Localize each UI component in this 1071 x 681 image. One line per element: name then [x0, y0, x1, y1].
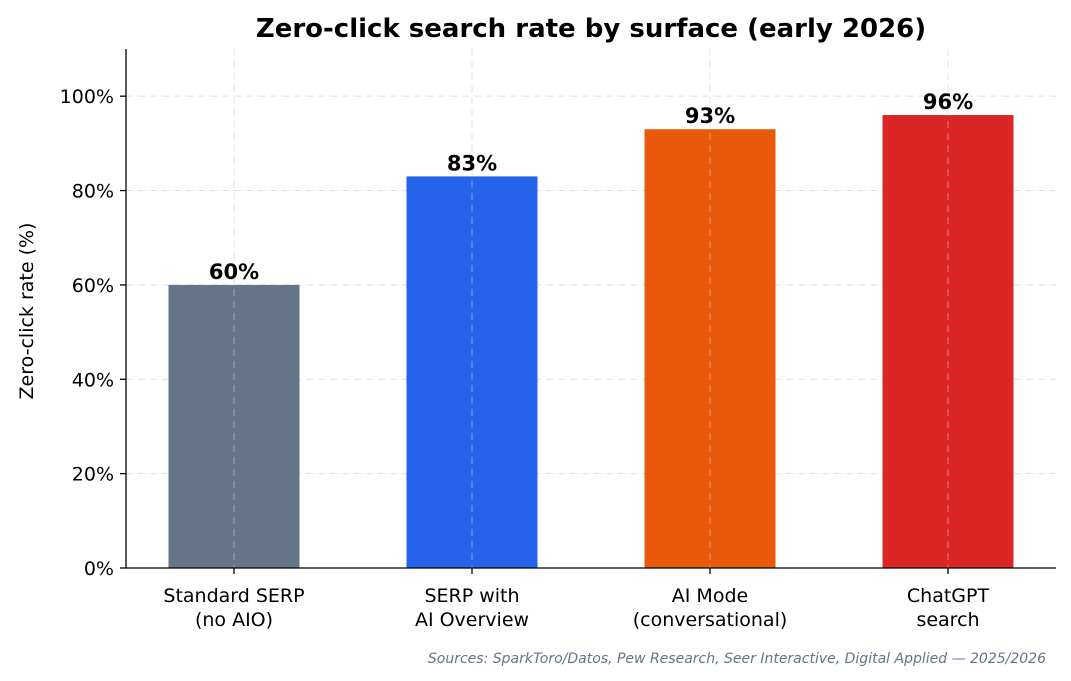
x-tick-label-line: search — [916, 609, 979, 631]
x-tick-label-line: AI Overview — [415, 609, 529, 631]
y-tick-label: 40% — [72, 369, 114, 391]
bar-value-label: 83% — [447, 151, 497, 175]
x-tick-label: Standard SERP (no AIO) — [163, 585, 304, 631]
labels: 0% 20% 40% 60% 80% 100% 60% Standard SERP (no AI… — [60, 86, 990, 631]
bar-value-label: 60% — [209, 260, 259, 284]
y-tick-label: 80% — [72, 181, 114, 203]
axes — [120, 49, 1056, 574]
chart-title: Zero-click search rate by surface (early… — [256, 14, 926, 44]
x-tick-label-line: (no AIO) — [195, 609, 273, 631]
source-note: Sources: SparkToro/Datos, Pew Research, … — [428, 651, 1046, 667]
y-tick-label: 60% — [72, 275, 114, 297]
x-tick-label-line: AI Mode — [672, 585, 748, 607]
x-tick-label-line: SERP with — [424, 585, 519, 607]
x-tick-label: AI Mode (conversational) — [633, 585, 788, 631]
x-tick-label-line: Standard SERP — [163, 585, 304, 607]
y-tick-label: 100% — [60, 86, 114, 108]
y-tick-label: 0% — [84, 558, 114, 580]
bar-value-label: 93% — [685, 104, 735, 128]
bars — [168, 115, 1014, 569]
vertical-grid — [233, 49, 949, 568]
x-tick-label-line: (conversational) — [633, 609, 788, 631]
x-tick-label: SERP with AI Overview — [415, 585, 529, 631]
x-tick-label-line: ChatGPT — [907, 585, 990, 607]
y-tick-label: 20% — [72, 464, 114, 486]
x-tick-label: ChatGPT search — [907, 585, 990, 631]
y-axis-label: Zero-click rate (%) — [16, 223, 38, 400]
bar-value-label: 96% — [923, 90, 973, 114]
